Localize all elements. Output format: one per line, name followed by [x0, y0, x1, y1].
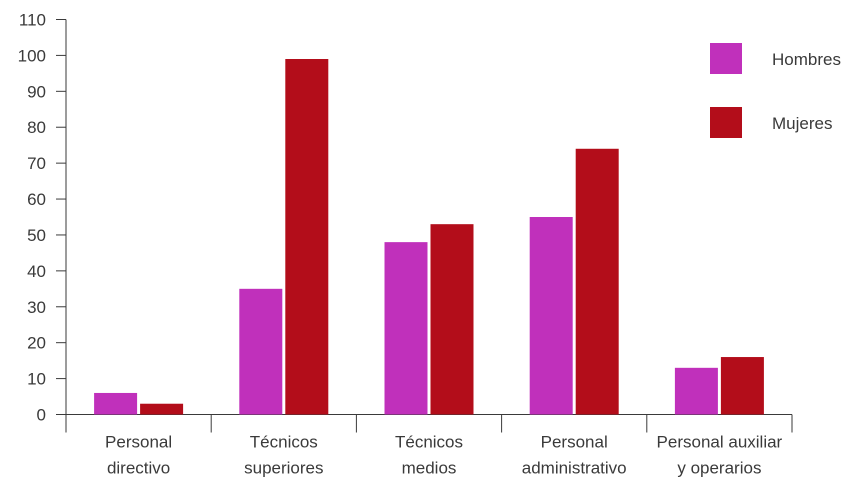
category-labels: Personal directivo Técnicos superiores Técni…	[105, 433, 783, 478]
bar-hombres-2	[384, 242, 428, 415]
y-tick-label: 20	[27, 334, 46, 353]
y-tick-label: 50	[27, 226, 46, 245]
y-tick-label: 90	[27, 82, 46, 101]
legend-label-hombres: Hombres	[772, 50, 841, 69]
legend-swatch-mujeres	[710, 107, 742, 138]
y-tick-label: 60	[27, 190, 46, 209]
bars	[94, 59, 764, 415]
bar-mujeres-2	[430, 224, 474, 415]
legend-label-mujeres: Mujeres	[772, 114, 832, 133]
y-axis: 0 10 20 30 40 50 60 70 80 90 100 110	[18, 11, 67, 425]
x-axis	[65, 414, 793, 433]
x-category-label: Personal administrativo	[522, 433, 627, 478]
x-category-label: Personal auxiliar y operarios	[657, 433, 783, 478]
bar-hombres-4	[674, 367, 718, 415]
y-tick-label: 110	[19, 11, 46, 30]
y-tick-label: 100	[18, 46, 46, 65]
x-category-label: Técnicos medios	[395, 433, 463, 478]
bar-hombres-3	[529, 217, 573, 415]
y-tick-label: 80	[27, 118, 46, 137]
bar-mujeres-0	[140, 403, 184, 415]
legend: Hombres Mujeres	[710, 43, 841, 138]
y-tick-label: 70	[27, 154, 46, 173]
legend-swatch-hombres	[710, 43, 742, 74]
bar-hombres-0	[94, 392, 138, 415]
x-category-label: Personal directivo	[105, 433, 172, 478]
x-category-label: Técnicos superiores	[244, 433, 323, 478]
bar-mujeres-4	[720, 357, 764, 415]
y-tick-label: 40	[27, 262, 46, 281]
bar-mujeres-3	[575, 148, 619, 415]
bar-hombres-1	[239, 288, 283, 415]
y-tick-label: 30	[27, 298, 46, 317]
y-tick-label: 0	[37, 406, 46, 425]
y-tick-label: 10	[27, 370, 46, 389]
bar-mujeres-1	[285, 59, 329, 415]
